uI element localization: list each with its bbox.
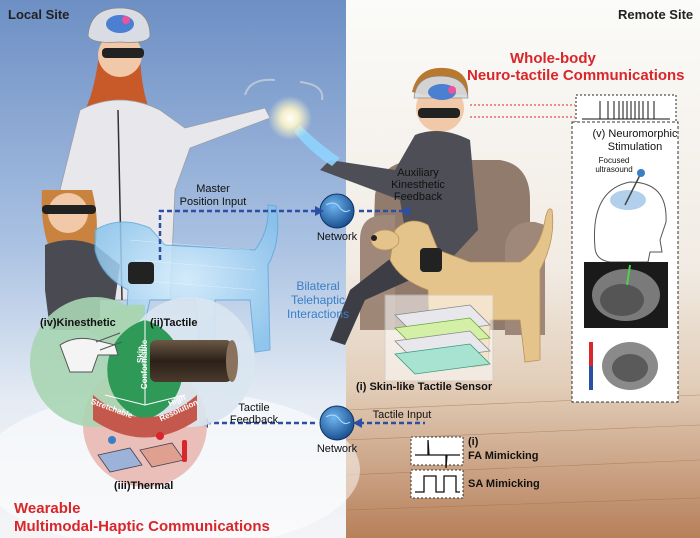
master-label-line1: Master [196, 183, 230, 195]
focused-label-line1: Focused [598, 156, 630, 165]
master-label-line2: Position Input [179, 196, 247, 208]
whole-body-title-line1: Whole-body [510, 50, 596, 67]
neuromorphic-panel [571, 121, 679, 403]
thermal-label: (iii)Thermal [114, 480, 174, 492]
auxiliary-label-line2: Kinesthetic [391, 179, 445, 191]
fa-waveform [410, 436, 464, 469]
sa-waveform [410, 469, 464, 499]
spike-train-box [575, 94, 677, 126]
sa-mimicking-label: SA Mimicking [468, 478, 540, 490]
skin-sensor-label: (i) Skin-like Tactile Sensor [356, 381, 493, 393]
remote-site-label: Remote Site [618, 7, 694, 22]
wearable-title-line2: Multimodal-Haptic Communications [14, 518, 270, 535]
wearable-title-line1: Wearable [14, 500, 81, 517]
tactile-feedback-label-line1: Tactile [238, 402, 270, 414]
tactile-label: (ii)Tactile [150, 317, 198, 329]
network-top-label: Network [316, 231, 358, 243]
tactile-roll [150, 340, 238, 382]
auxiliary-label-line3: Feedback [393, 191, 443, 203]
skin-conformable-label-line2: Conformable [140, 339, 150, 390]
haptic-gloves [128, 248, 442, 284]
man-figure [320, 67, 478, 345]
network-globe-top [319, 193, 355, 229]
tactile-input-label: Tactile Input [372, 409, 432, 421]
auxiliary-label-line1: Auxiliary [397, 167, 439, 179]
thermal-pads [97, 432, 187, 473]
skin-sensor-layers [384, 294, 494, 382]
neuromorphic-label-line1: (v) Neuromorphic [592, 128, 678, 140]
kinesthetic-hand [59, 332, 123, 373]
fa-mimicking-label: FA Mimicking [468, 450, 539, 462]
whole-body-title-line2: Neuro-tactile Communications [467, 67, 685, 84]
local-site-label: Local Site [8, 7, 70, 22]
glowing-arm [294, 125, 340, 166]
kinesthetic-label: (iv)Kinesthetic [40, 317, 116, 329]
network-bottom-label: Network [316, 443, 358, 455]
tactile-feedback-label-line2: Feedback [229, 414, 279, 426]
waveform-index-label: (i) [468, 436, 479, 448]
bilateral-label-line1: Bilateral [296, 279, 340, 293]
network-globe-bottom [319, 405, 355, 441]
rotation-arrows [244, 78, 324, 101]
bilateral-label-line2: Telehaptic [290, 293, 346, 307]
focused-label-line2: ultrasound [595, 165, 633, 174]
contact-flash [268, 96, 312, 140]
neuromorphic-label-line2: Stimulation [607, 141, 663, 153]
bilateral-label-line3: Interactions [286, 307, 350, 321]
